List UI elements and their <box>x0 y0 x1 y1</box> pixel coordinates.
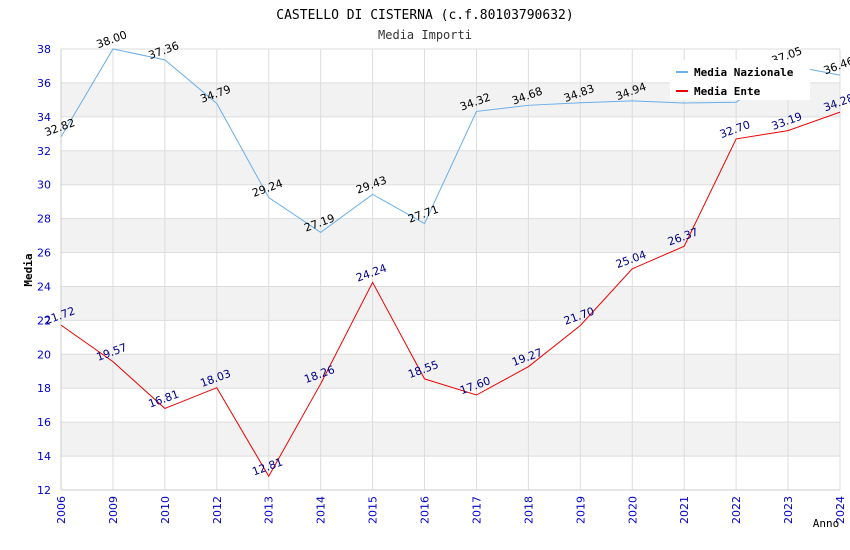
grid-band <box>61 286 840 321</box>
series-line-media-nazionale <box>60 48 841 233</box>
chart-title: CASTELLO DI CISTERNA (c.f.80103790632) <box>276 8 573 23</box>
x-tick-label: 2019 <box>574 496 587 524</box>
grid-band <box>61 354 840 389</box>
x-tick-label: 2024 <box>834 496 847 524</box>
x-tick-label: 2023 <box>782 496 795 524</box>
y-tick-label: 32 <box>37 145 51 158</box>
x-tick-label: 2022 <box>730 496 743 524</box>
grid-band <box>61 218 840 253</box>
data-label: 24.24 <box>354 262 388 285</box>
y-tick-label: 38 <box>37 43 51 56</box>
data-label: 37.36 <box>147 39 181 62</box>
x-tick-label: 2013 <box>263 496 276 524</box>
legend: Media Nazionale Media Ente <box>670 60 810 100</box>
x-tick-label: 2016 <box>419 496 432 524</box>
x-axis-label: Anno <box>813 517 840 530</box>
y-tick-label: 24 <box>37 280 51 293</box>
series-line-media-ente <box>60 111 841 478</box>
y-tick-label: 14 <box>37 450 51 463</box>
y-tick-label: 18 <box>37 382 51 395</box>
y-tick-label: 34 <box>37 111 51 124</box>
grid-band <box>61 422 840 457</box>
y-tick-label: 26 <box>37 247 51 260</box>
x-tick-label: 2009 <box>107 496 120 524</box>
legend-entry: Media Nazionale <box>694 66 794 79</box>
data-label: 38.00 <box>95 28 129 51</box>
x-tick-label: 2015 <box>367 496 380 524</box>
chart-subtitle: Media Importi <box>378 28 472 42</box>
y-tick-label: 22 <box>37 314 51 327</box>
y-tick-label: 28 <box>37 213 51 226</box>
y-axis-label: Media <box>22 253 35 286</box>
legend-box <box>670 60 810 100</box>
grid-lines <box>60 48 841 491</box>
y-tick-label: 20 <box>37 348 51 361</box>
data-label: 21.72 <box>43 304 77 327</box>
x-tick-label: 2018 <box>522 496 535 524</box>
series-lines <box>60 48 841 478</box>
x-tick-label: 2017 <box>470 496 483 524</box>
y-tick-label: 12 <box>37 484 51 497</box>
y-tick-label: 36 <box>37 77 51 90</box>
x-tick-label: 2012 <box>211 496 224 524</box>
x-tick-label: 2020 <box>626 496 639 524</box>
x-tick-label: 2006 <box>55 496 68 524</box>
y-tick-label: 16 <box>37 416 51 429</box>
legend-entry: Media Ente <box>694 85 761 98</box>
y-tick-label: 30 <box>37 179 51 192</box>
x-tick-label: 2010 <box>159 496 172 524</box>
x-tick-label: 2021 <box>678 496 691 524</box>
x-tick-label: 2014 <box>315 496 328 524</box>
